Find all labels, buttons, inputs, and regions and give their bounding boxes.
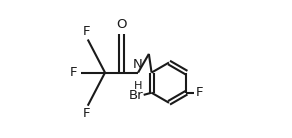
Text: H: H (134, 80, 142, 91)
Text: F: F (195, 86, 203, 99)
Text: O: O (116, 18, 127, 31)
Text: F: F (70, 66, 78, 79)
Text: F: F (83, 107, 90, 120)
Text: N: N (133, 58, 143, 71)
Text: Br: Br (128, 89, 143, 102)
Text: F: F (83, 25, 90, 38)
